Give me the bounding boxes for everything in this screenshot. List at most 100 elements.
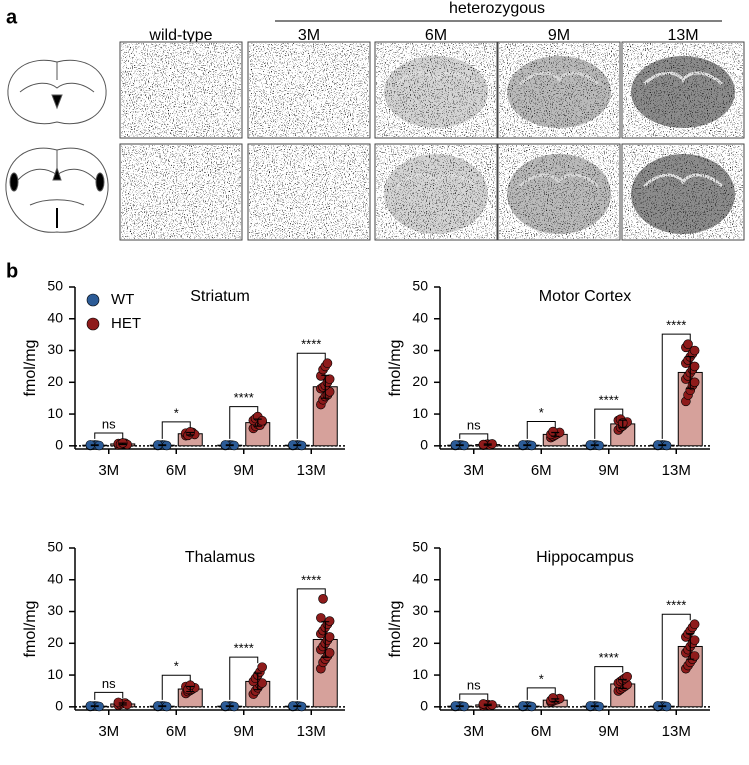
error-bar xyxy=(186,685,195,693)
error-bar xyxy=(158,444,167,447)
chart-title: Hippocampus xyxy=(536,549,634,566)
data-point xyxy=(487,700,497,710)
error-bar xyxy=(483,443,492,446)
significance-label: ns xyxy=(102,416,116,431)
error-bar xyxy=(158,705,167,708)
significance-label: * xyxy=(539,671,544,686)
x-tick-label: 3M xyxy=(463,723,484,740)
y-axis-label: fmol/mg xyxy=(22,340,39,397)
significance-label: **** xyxy=(234,641,254,656)
error-bar xyxy=(455,444,464,447)
x-tick-label: 6M xyxy=(531,723,552,740)
slice-noise xyxy=(376,145,496,239)
slice-noise xyxy=(121,43,241,137)
y-tick-label: 10 xyxy=(47,666,63,682)
autoradiograph-grid xyxy=(119,41,745,241)
significance-bracket xyxy=(161,674,191,700)
slice-noise xyxy=(623,43,743,137)
column-label: 9M xyxy=(548,27,570,44)
error-bar xyxy=(293,444,302,447)
y-tick-label: 30 xyxy=(412,341,428,357)
y-tick-label: 10 xyxy=(412,666,428,682)
y-tick-label: 50 xyxy=(412,539,428,555)
significance-bracket xyxy=(161,421,191,439)
legend-label: HET xyxy=(111,315,141,332)
error-bar xyxy=(551,698,560,703)
legend-marker xyxy=(86,293,100,307)
error-bar xyxy=(455,705,464,708)
error-bar xyxy=(551,431,560,437)
brain-schematic xyxy=(5,59,109,233)
data-point xyxy=(324,616,335,626)
y-tick-label: 40 xyxy=(412,570,428,586)
y-tick-label: 50 xyxy=(412,278,428,294)
significance-label: **** xyxy=(666,318,686,333)
x-tick-label: 9M xyxy=(233,723,254,740)
significance-bracket xyxy=(229,406,259,439)
y-tick-label: 10 xyxy=(412,405,428,421)
significance-label: ns xyxy=(102,676,116,691)
y-tick-label: 10 xyxy=(47,405,63,421)
error-bar xyxy=(321,621,330,658)
data-point xyxy=(324,374,335,384)
significance-label: **** xyxy=(599,393,619,408)
significance-bracket xyxy=(296,352,326,439)
significance-bracket xyxy=(526,421,556,439)
legend-marker xyxy=(86,317,100,331)
significance-label: ns xyxy=(467,677,481,692)
significance-label: * xyxy=(174,405,179,420)
x-tick-label: 13M xyxy=(297,723,326,740)
significance-label: **** xyxy=(234,390,254,405)
x-tick-label: 13M xyxy=(662,723,691,740)
slice-noise xyxy=(249,43,369,137)
error-bar xyxy=(523,444,532,447)
error-bar xyxy=(293,705,302,708)
column-label: 6M xyxy=(425,27,447,44)
data-point xyxy=(548,426,558,437)
significance-label: **** xyxy=(301,572,321,587)
column-label: wild-type xyxy=(148,27,212,44)
data-point xyxy=(257,415,267,426)
error-bar xyxy=(253,418,262,427)
significance-bracket xyxy=(661,333,691,439)
y-tick-label: 40 xyxy=(47,309,63,325)
panel-label: b xyxy=(6,260,18,282)
data-point xyxy=(622,671,632,682)
data-point xyxy=(478,439,489,450)
significance-label: **** xyxy=(599,650,619,665)
y-tick-label: 0 xyxy=(55,437,63,453)
y-tick-label: 50 xyxy=(47,539,63,555)
column-label: 3M xyxy=(298,27,320,44)
panel-label: a xyxy=(6,6,18,28)
data-point xyxy=(113,697,124,708)
x-tick-label: 6M xyxy=(531,462,552,479)
error-bar xyxy=(186,431,195,436)
slice-noise xyxy=(623,145,743,239)
significance-bracket xyxy=(229,656,259,700)
y-tick-label: 0 xyxy=(55,698,63,714)
y-axis-label: fmol/mg xyxy=(22,601,39,658)
data-point xyxy=(322,358,333,369)
error-bar xyxy=(658,705,667,708)
x-tick-label: 13M xyxy=(662,462,691,479)
error-bar xyxy=(618,678,627,689)
y-tick-label: 20 xyxy=(412,373,428,389)
y-tick-label: 30 xyxy=(412,602,428,618)
significance-bracket xyxy=(594,408,624,439)
chart-title: Motor Cortex xyxy=(539,288,631,305)
error-bar xyxy=(225,444,234,447)
slice-noise xyxy=(499,145,619,239)
significance-label: **** xyxy=(301,337,321,352)
y-tick-label: 20 xyxy=(47,634,63,650)
y-tick-label: 0 xyxy=(420,437,428,453)
data-point xyxy=(683,339,693,349)
group-label: heterozygous xyxy=(449,0,545,17)
significance-bracket xyxy=(94,432,124,439)
significance-bracket xyxy=(459,433,489,440)
significance-label: ns xyxy=(467,417,481,432)
significance-label: * xyxy=(539,405,544,420)
error-bar xyxy=(225,705,234,708)
slice-noise xyxy=(376,43,496,137)
slice-noise xyxy=(499,43,619,137)
y-tick-label: 50 xyxy=(47,278,63,294)
